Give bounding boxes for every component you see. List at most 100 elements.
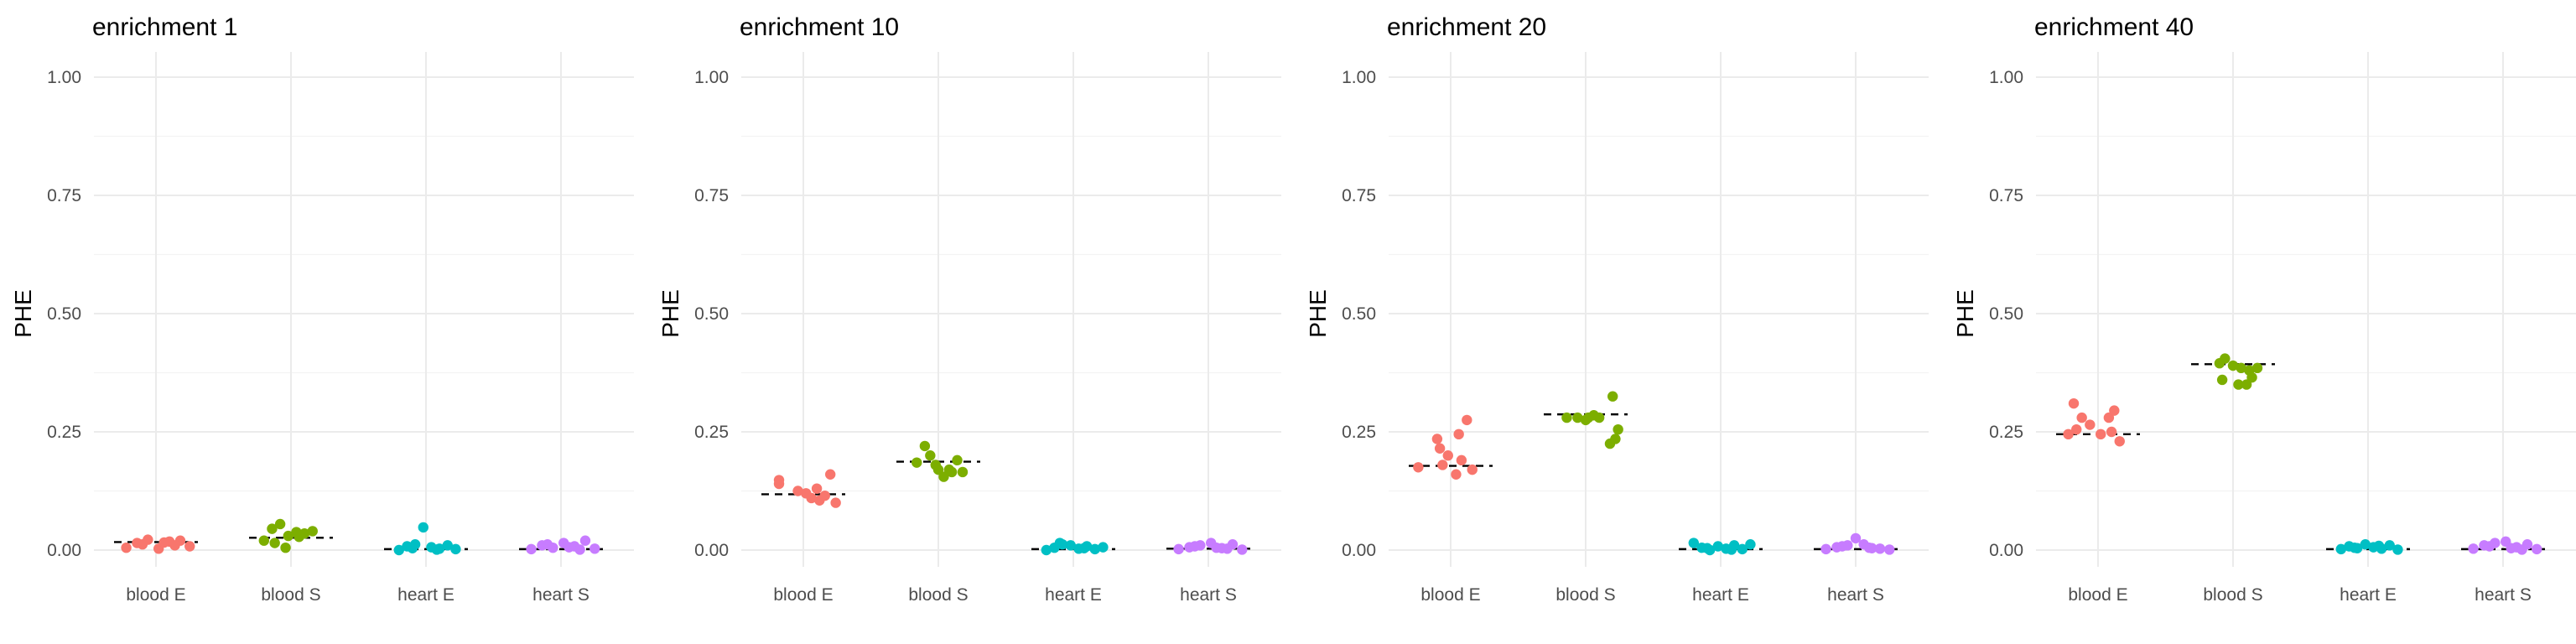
data-point-heart-s bbox=[2468, 543, 2479, 554]
panel-1: 0.00 0.25 0.50 0.75 1.00 blood E blood S heart … bbox=[10, 13, 634, 605]
data-point-blood-e bbox=[2106, 426, 2117, 438]
data-point-blood-s bbox=[1610, 434, 1621, 444]
y-tick-label: 0.50 bbox=[1989, 304, 2023, 324]
x-tick-label: blood S bbox=[2203, 585, 2262, 605]
data-point-heart-e bbox=[393, 544, 404, 556]
data-point-heart-e bbox=[442, 540, 453, 551]
y-axis-title: PHE bbox=[1305, 289, 1331, 338]
data-point-heart-e bbox=[1712, 541, 1723, 552]
data-point-heart-e bbox=[450, 543, 461, 555]
data-point-heart-e bbox=[2360, 539, 2371, 550]
data-point-heart-s bbox=[574, 544, 585, 555]
y-tick-label: 0.25 bbox=[1342, 423, 1376, 442]
data-point-blood-e bbox=[1467, 464, 1478, 475]
data-point-blood-s bbox=[307, 526, 318, 537]
y-tick-label: 0.00 bbox=[47, 541, 81, 560]
y-tick-label: 0.75 bbox=[694, 186, 729, 205]
data-point-blood-s bbox=[957, 466, 969, 478]
data-point-blood-e bbox=[1451, 469, 1462, 480]
data-point-blood-s bbox=[280, 542, 291, 553]
data-point-heart-e bbox=[1098, 542, 1109, 553]
data-point-heart-e bbox=[418, 522, 428, 533]
data-point-blood-s bbox=[2244, 365, 2255, 376]
data-point-heart-e bbox=[1745, 539, 1756, 550]
data-point-heart-e bbox=[2384, 540, 2395, 551]
data-point-blood-s bbox=[2227, 360, 2239, 371]
data-point-blood-s bbox=[1593, 412, 1605, 423]
data-point-blood-s bbox=[2220, 353, 2231, 364]
data-point-blood-e bbox=[1413, 462, 1424, 473]
data-point-blood-e bbox=[2076, 412, 2087, 423]
data-point-blood-e bbox=[2063, 428, 2074, 440]
x-tick-label: blood S bbox=[908, 585, 968, 605]
y-tick-label: 0.25 bbox=[1989, 423, 2023, 442]
data-point-heart-s bbox=[1884, 544, 1895, 555]
data-point-blood-s bbox=[925, 450, 936, 461]
y-tick-label: 0.50 bbox=[1342, 304, 1376, 324]
data-point-blood-s bbox=[952, 454, 963, 466]
y-tick-label: 0.50 bbox=[47, 304, 81, 324]
data-point-blood-e bbox=[806, 492, 817, 504]
data-point-blood-e bbox=[2114, 436, 2125, 447]
data-point-heart-e bbox=[1054, 538, 1066, 548]
data-point-heart-e bbox=[2373, 540, 2385, 552]
data-point-blood-s bbox=[267, 523, 278, 534]
data-point-blood-s bbox=[2251, 362, 2263, 374]
data-point-blood-s bbox=[2233, 379, 2244, 390]
x-tick-label: blood E bbox=[1420, 585, 1480, 605]
data-point-heart-s bbox=[526, 543, 537, 555]
data-point-blood-e bbox=[773, 475, 785, 486]
data-point-blood-s bbox=[269, 538, 280, 548]
data-point-heart-s bbox=[579, 535, 591, 546]
y-axis-title: PHE bbox=[10, 289, 36, 338]
x-tick-label: heart S bbox=[532, 585, 589, 605]
data-point-heart-s bbox=[589, 543, 600, 554]
data-point-blood-e bbox=[2109, 405, 2120, 416]
y-tick-label: 0.25 bbox=[694, 423, 729, 442]
data-point-blood-e bbox=[169, 540, 180, 551]
data-point-blood-e bbox=[830, 497, 841, 508]
x-tick-label: blood S bbox=[1555, 585, 1615, 605]
data-point-blood-s bbox=[2216, 374, 2228, 386]
data-point-blood-s bbox=[911, 457, 922, 468]
x-tick-label: heart E bbox=[1045, 585, 1102, 605]
data-point-blood-s bbox=[274, 518, 286, 530]
data-point-heart-s bbox=[1850, 532, 1862, 544]
data-point-heart-s bbox=[1173, 543, 1184, 555]
data-point-heart-e bbox=[1688, 538, 1700, 548]
y-tick-label: 1.00 bbox=[694, 68, 729, 87]
data-point-blood-e bbox=[121, 542, 132, 553]
data-point-blood-e bbox=[137, 539, 148, 550]
data-point-blood-s bbox=[293, 532, 304, 543]
data-point-heart-e bbox=[2392, 544, 2403, 555]
y-tick-label: 1.00 bbox=[1342, 68, 1376, 87]
data-point-heart-e bbox=[1737, 543, 1748, 555]
x-tick-label: heart S bbox=[1827, 585, 1884, 605]
x-tick-label: blood S bbox=[261, 585, 320, 605]
data-point-heart-s bbox=[2516, 544, 2527, 555]
y-tick-label: 1.00 bbox=[47, 68, 81, 87]
data-point-blood-e bbox=[2096, 428, 2106, 440]
data-point-blood-e bbox=[1456, 454, 1467, 466]
data-point-blood-e bbox=[2103, 412, 2115, 423]
data-point-blood-e bbox=[1462, 414, 1472, 426]
data-point-heart-e bbox=[1065, 540, 1076, 551]
data-point-heart-e bbox=[1701, 543, 1713, 553]
y-tick-label: 0.50 bbox=[694, 304, 729, 324]
data-point-heart-e bbox=[1078, 543, 1090, 553]
data-point-blood-s bbox=[1572, 412, 1583, 423]
data-point-heart-s bbox=[2532, 543, 2542, 555]
data-point-blood-e bbox=[811, 483, 823, 494]
data-point-blood-s bbox=[283, 530, 293, 542]
panel-title: enrichment 20 bbox=[1387, 13, 1546, 41]
panel-title: enrichment 1 bbox=[92, 13, 237, 41]
data-point-heart-e bbox=[1089, 543, 1100, 555]
data-point-blood-e bbox=[2071, 423, 2082, 435]
data-point-blood-e bbox=[819, 490, 830, 501]
data-point-blood-s bbox=[943, 464, 955, 475]
data-point-blood-s bbox=[2241, 379, 2252, 390]
data-point-blood-s bbox=[1613, 423, 1623, 435]
x-tick-label: blood E bbox=[773, 585, 833, 605]
panel-title: enrichment 10 bbox=[740, 13, 899, 41]
